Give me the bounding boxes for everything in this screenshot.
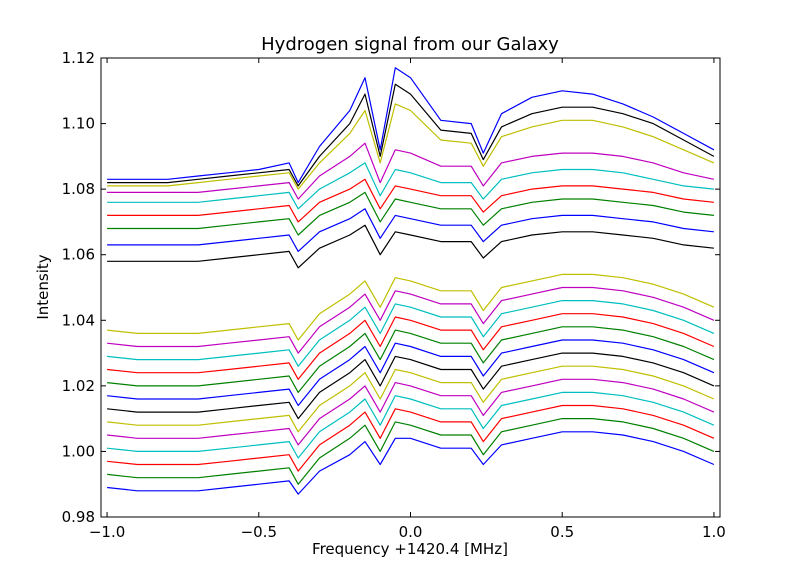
- x-axis: −1.0 −0.5 0.0 0.5 1.0: [89, 58, 726, 541]
- y-axis: 0.98 1.00 1.02 1.04 1.06 1.08 1.10 1.12: [62, 49, 720, 526]
- series-line-6: [107, 365, 715, 433]
- series-line-20: [107, 103, 715, 190]
- series-line-9: [107, 326, 715, 393]
- x-tick-label: 1.0: [702, 523, 726, 541]
- series-line-11: [107, 300, 715, 367]
- chart-title: Hydrogen signal from our Galaxy: [261, 34, 559, 55]
- series-line-12: [107, 286, 715, 354]
- x-tick-label: 0.0: [399, 523, 423, 541]
- series-line-3: [107, 404, 715, 472]
- series-line-14: [107, 224, 714, 269]
- series-layer: [107, 67, 715, 495]
- series-line-13: [107, 273, 715, 341]
- series-line-5: [107, 378, 715, 446]
- x-tick-label: −0.5: [241, 523, 277, 541]
- series-line-10: [107, 313, 715, 380]
- x-tick-label: −1.0: [89, 523, 125, 541]
- y-tick-label: 1.04: [62, 311, 95, 329]
- y-tick-label: 1.12: [62, 49, 95, 67]
- series-line-22: [107, 67, 715, 184]
- series-line-4: [107, 391, 715, 459]
- series-line-17: [107, 178, 714, 223]
- y-axis-title: Intensity: [34, 254, 52, 319]
- y-tick-label: 0.98: [62, 508, 95, 526]
- y-tick-label: 1.00: [62, 442, 95, 460]
- series-line-15: [107, 208, 714, 252]
- series-line-19: [107, 142, 715, 200]
- x-tick-label: 0.5: [550, 523, 574, 541]
- y-tick-label: 1.08: [62, 180, 95, 198]
- series-line-16: [107, 191, 714, 236]
- series-line-18: [107, 162, 714, 210]
- series-line-1: [107, 431, 715, 495]
- y-tick-label: 1.10: [62, 115, 95, 133]
- y-tick-label: 1.06: [62, 246, 95, 264]
- series-line-21: [107, 83, 715, 187]
- series-line-7: [107, 352, 715, 420]
- series-line-8: [107, 339, 715, 407]
- y-tick-label: 1.02: [62, 377, 95, 395]
- x-axis-title: Frequency +1420.4 [MHz]: [312, 540, 508, 558]
- series-line-2: [107, 418, 715, 485]
